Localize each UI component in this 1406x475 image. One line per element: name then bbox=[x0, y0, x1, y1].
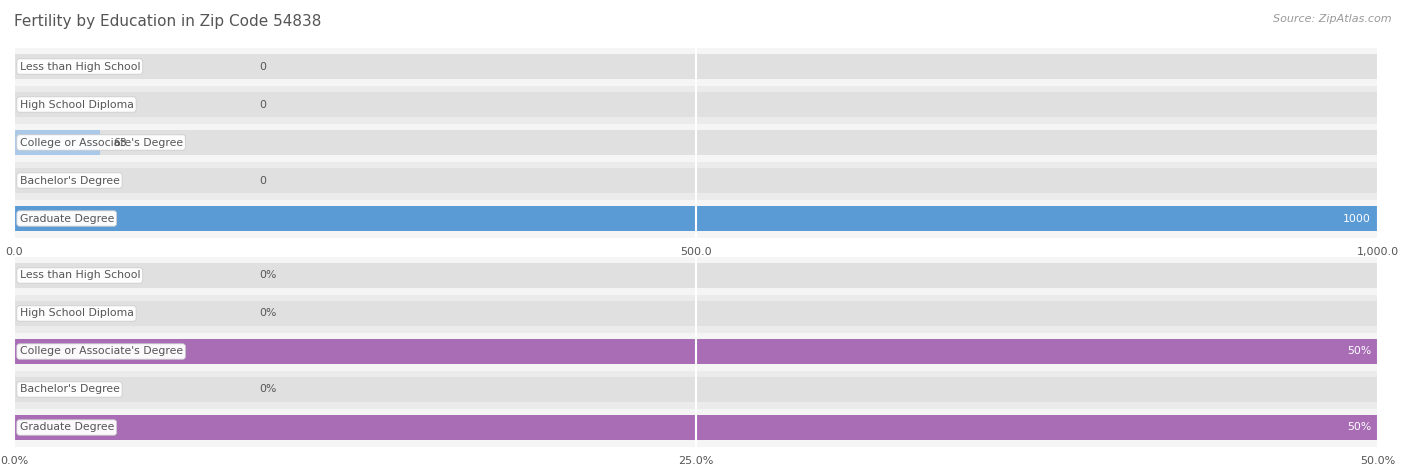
Text: 0%: 0% bbox=[260, 308, 277, 319]
Bar bbox=[14, 48, 1378, 86]
Text: College or Associate's Degree: College or Associate's Degree bbox=[20, 346, 183, 357]
Bar bbox=[14, 206, 1378, 231]
Bar bbox=[14, 124, 1378, 162]
Text: High School Diploma: High School Diploma bbox=[20, 308, 134, 319]
Text: 50%: 50% bbox=[1347, 422, 1371, 433]
Text: Graduate Degree: Graduate Degree bbox=[20, 213, 114, 224]
Bar bbox=[14, 168, 1378, 193]
Text: Less than High School: Less than High School bbox=[20, 61, 141, 72]
Text: 1000: 1000 bbox=[1343, 213, 1371, 224]
Text: Bachelor's Degree: Bachelor's Degree bbox=[20, 384, 120, 395]
Bar bbox=[14, 332, 1378, 371]
Bar bbox=[14, 162, 1378, 199]
Bar bbox=[14, 415, 1378, 440]
Text: 0: 0 bbox=[260, 175, 267, 186]
Bar bbox=[14, 415, 1378, 440]
Text: 0%: 0% bbox=[260, 270, 277, 281]
Text: Bachelor's Degree: Bachelor's Degree bbox=[20, 175, 120, 186]
Bar bbox=[14, 200, 1378, 238]
Text: 0: 0 bbox=[260, 99, 267, 110]
Bar bbox=[14, 92, 1378, 117]
Bar bbox=[14, 294, 1378, 332]
Bar bbox=[14, 263, 1378, 288]
Bar bbox=[14, 130, 100, 155]
Bar bbox=[14, 377, 1378, 402]
Text: 0: 0 bbox=[260, 61, 267, 72]
Text: 63: 63 bbox=[114, 137, 128, 148]
Text: Less than High School: Less than High School bbox=[20, 270, 141, 281]
Bar bbox=[14, 130, 1378, 155]
Bar bbox=[14, 339, 1378, 364]
Bar bbox=[14, 370, 1378, 408]
Text: Source: ZipAtlas.com: Source: ZipAtlas.com bbox=[1274, 14, 1392, 24]
Bar bbox=[14, 339, 1378, 364]
Bar bbox=[14, 54, 1378, 79]
Text: 0%: 0% bbox=[260, 384, 277, 395]
Bar bbox=[14, 206, 1378, 231]
Bar bbox=[14, 301, 1378, 326]
Text: High School Diploma: High School Diploma bbox=[20, 99, 134, 110]
Text: Graduate Degree: Graduate Degree bbox=[20, 422, 114, 433]
Text: 50%: 50% bbox=[1347, 346, 1371, 357]
Bar bbox=[14, 408, 1378, 446]
Bar bbox=[14, 256, 1378, 294]
Text: Fertility by Education in Zip Code 54838: Fertility by Education in Zip Code 54838 bbox=[14, 14, 322, 29]
Text: College or Associate's Degree: College or Associate's Degree bbox=[20, 137, 183, 148]
Bar bbox=[14, 86, 1378, 124]
